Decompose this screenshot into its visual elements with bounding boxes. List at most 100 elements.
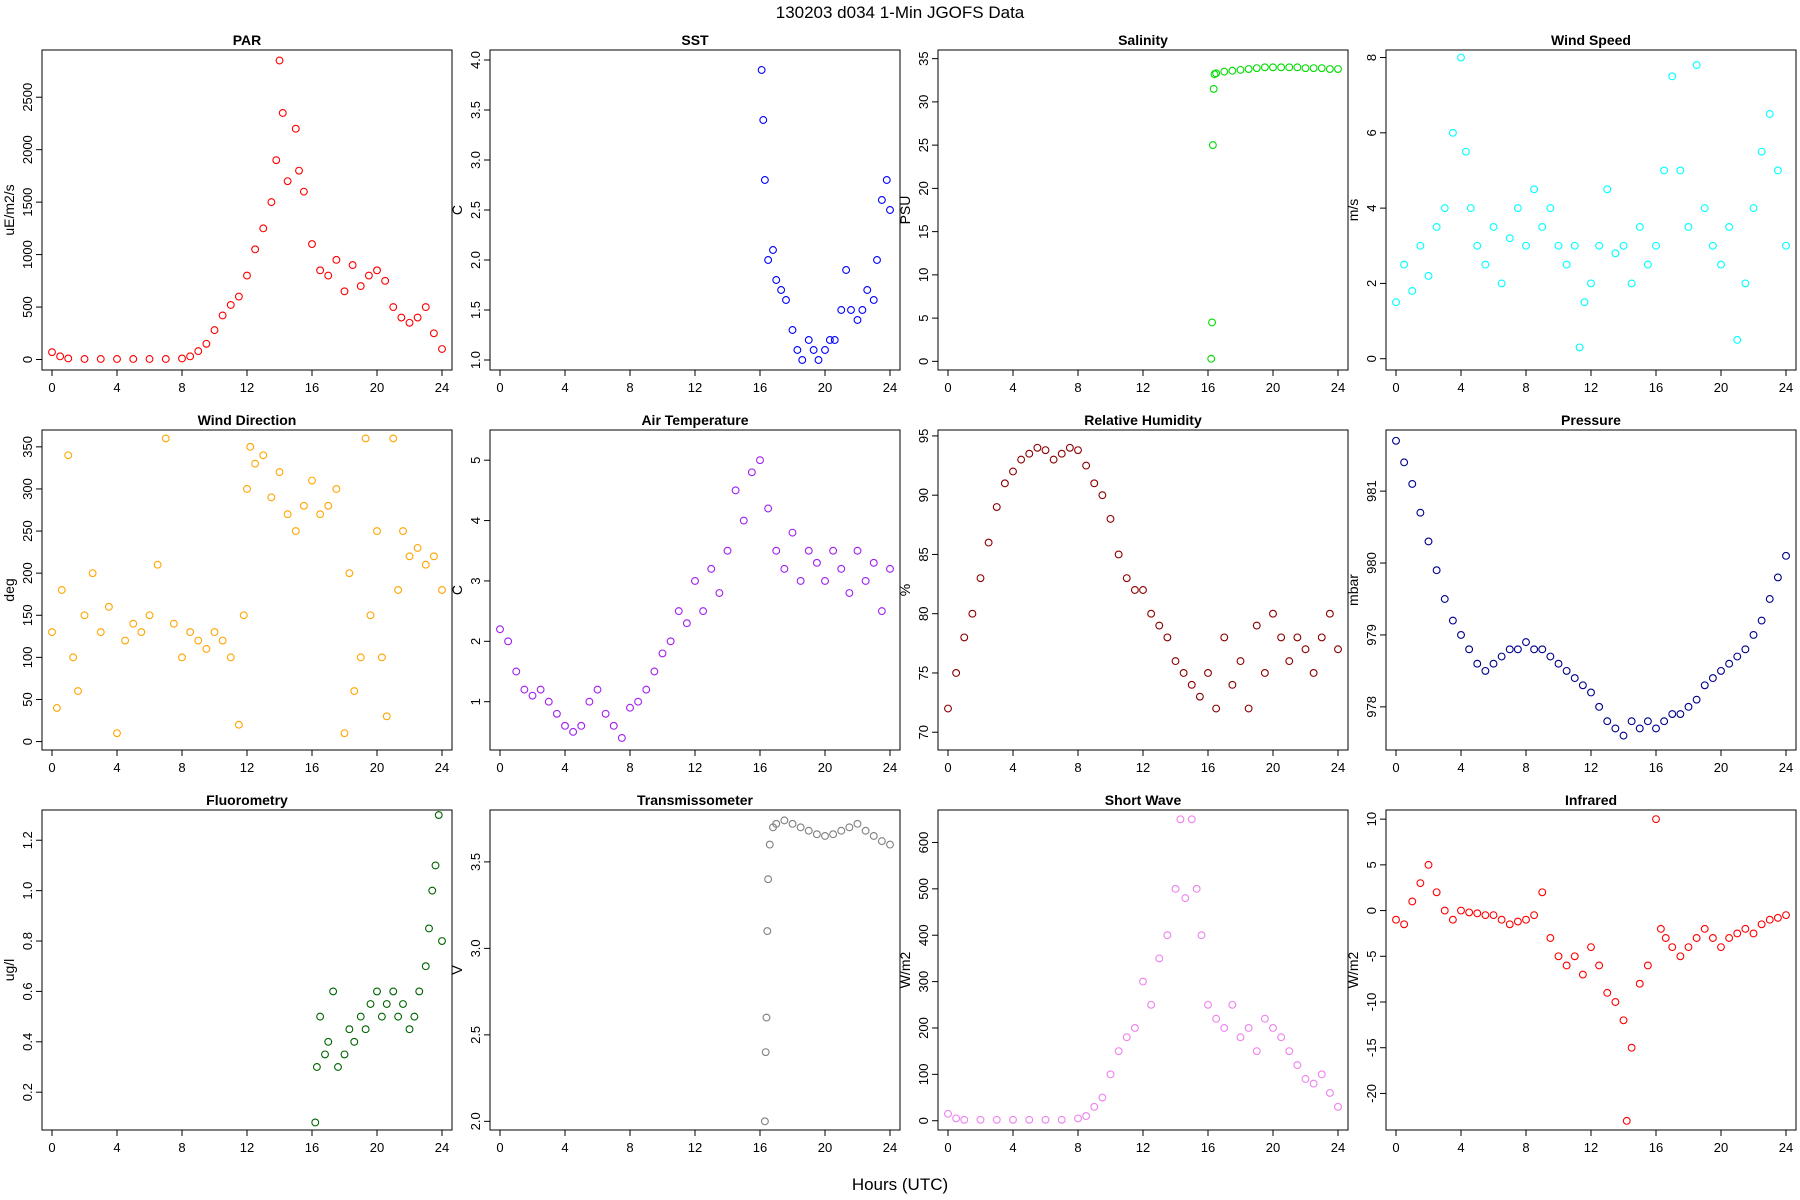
y-tick-label: 2.5 <box>468 201 483 219</box>
data-point <box>1176 815 1185 824</box>
data-point <box>1580 298 1589 307</box>
data-point <box>1293 633 1302 642</box>
data-point <box>707 564 716 573</box>
y-tick-label: 500 <box>20 296 35 318</box>
y-tick-label: 0 <box>1364 907 1379 914</box>
y-tick-label: 3.0 <box>468 939 483 957</box>
data-point <box>1244 1024 1253 1032</box>
y-tick-label: 1.0 <box>20 882 35 900</box>
data-point <box>1692 61 1701 70</box>
y-tick-label: -15 <box>1364 1038 1379 1057</box>
data-point <box>960 1115 969 1124</box>
data-point <box>1749 204 1758 213</box>
y-tick-label: 150 <box>20 604 35 626</box>
data-point <box>1546 204 1555 213</box>
data-point <box>1432 888 1441 897</box>
y-axis-label: mbar <box>1345 574 1361 606</box>
data-point <box>113 355 121 363</box>
data-point <box>1285 1047 1294 1056</box>
y-tick-label: 25 <box>916 138 931 152</box>
data-point <box>1708 674 1717 683</box>
y-tick-label: 30 <box>916 95 931 109</box>
data-point <box>1041 1115 1050 1124</box>
y-tick-label: 200 <box>20 562 35 584</box>
x-tick-label: 16 <box>1649 760 1663 775</box>
data-point <box>1212 69 1221 78</box>
data-point <box>1661 934 1670 942</box>
y-tick-label: 300 <box>916 971 931 993</box>
y-axis-label: C <box>449 585 465 595</box>
data-point <box>1684 702 1693 711</box>
panel-title: Air Temperature <box>641 412 748 428</box>
x-tick-label: 4 <box>1457 760 1464 775</box>
data-point <box>793 346 802 354</box>
data-point <box>1400 920 1409 929</box>
x-tick-label: 4 <box>1009 760 1016 775</box>
y-tick-label: 4 <box>1364 205 1379 212</box>
y-tick-label: 2.0 <box>468 1112 483 1130</box>
data-point <box>1325 65 1334 73</box>
y-tick-label: 95 <box>916 429 931 443</box>
data-point <box>64 451 73 460</box>
data-point <box>960 633 969 642</box>
x-tick-label: 0 <box>1392 380 1399 395</box>
x-tick-label: 16 <box>305 760 319 775</box>
data-point <box>1309 669 1318 677</box>
x-tick-label: 16 <box>1649 1140 1663 1155</box>
x-tick-label: 24 <box>1779 760 1793 775</box>
data-point <box>1236 1033 1245 1042</box>
data-point <box>1643 961 1652 970</box>
data-point <box>1009 467 1017 476</box>
data-point <box>145 611 154 620</box>
data-point <box>1749 929 1758 938</box>
data-point <box>1505 920 1514 929</box>
y-axis-label: uE/m2/s <box>1 184 17 235</box>
data-point <box>1643 717 1652 726</box>
data-point <box>321 1050 329 1059</box>
data-point <box>1660 166 1669 175</box>
data-point <box>1090 1102 1099 1111</box>
data-point <box>1513 917 1522 926</box>
data-point <box>1603 185 1612 194</box>
data-point <box>626 703 634 712</box>
data-point <box>1098 1093 1107 1102</box>
data-point <box>536 685 545 694</box>
data-point <box>373 987 381 996</box>
y-tick-label: 0.2 <box>20 1083 35 1101</box>
x-tick-label: 16 <box>753 380 767 395</box>
data-point <box>731 486 740 495</box>
panel-12: Infrared 0 4 8 12 16 20 24 -20 -15 -10 -5 0 5 10 W/m2 <box>1345 792 1797 1155</box>
data-point <box>1570 674 1579 683</box>
data-point <box>361 1025 370 1034</box>
data-point <box>415 987 424 996</box>
data-point <box>1187 680 1196 689</box>
data-point <box>410 1012 419 1021</box>
data-point <box>316 1012 325 1021</box>
y-tick-label: 3.5 <box>468 853 483 871</box>
data-point <box>1192 884 1201 893</box>
data-point <box>1448 616 1457 625</box>
data-point <box>1220 633 1229 642</box>
data-point <box>1627 1043 1636 1052</box>
data-point <box>267 198 276 207</box>
data-point <box>1448 128 1457 137</box>
data-point <box>361 434 370 443</box>
data-point <box>1741 645 1750 654</box>
y-tick-label: 15 <box>916 224 931 238</box>
data-point <box>877 837 886 846</box>
data-point <box>772 276 781 284</box>
data-point <box>291 527 300 536</box>
data-point <box>809 346 818 354</box>
data-point <box>756 456 764 465</box>
x-tick-label: 12 <box>688 1140 702 1155</box>
data-point <box>1554 659 1563 668</box>
data-point <box>425 924 433 933</box>
data-point <box>1619 1016 1628 1025</box>
x-tick-label: 4 <box>113 380 120 395</box>
data-point <box>316 510 325 519</box>
x-tick-label: 24 <box>883 760 897 775</box>
x-tick-label: 8 <box>178 380 185 395</box>
data-point <box>1334 65 1342 73</box>
data-point <box>642 685 651 694</box>
